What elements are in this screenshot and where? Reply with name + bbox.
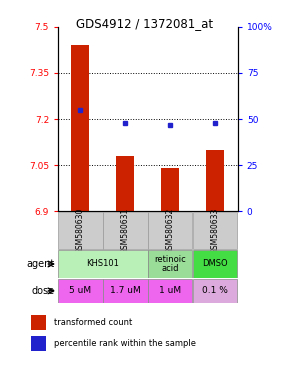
Bar xyxy=(31,336,46,351)
Text: GSM580632: GSM580632 xyxy=(166,207,175,253)
Text: DMSO: DMSO xyxy=(202,260,228,268)
Text: dose: dose xyxy=(32,286,55,296)
Bar xyxy=(148,279,193,303)
Bar xyxy=(71,45,89,211)
Bar xyxy=(193,279,238,303)
Bar xyxy=(206,150,224,211)
Text: 5 uM: 5 uM xyxy=(69,286,92,295)
Text: GDS4912 / 1372081_at: GDS4912 / 1372081_at xyxy=(77,17,213,30)
Bar xyxy=(103,212,148,249)
Text: 1.7 uM: 1.7 uM xyxy=(110,286,141,295)
Bar xyxy=(148,250,193,278)
Bar xyxy=(193,250,238,278)
Text: percentile rank within the sample: percentile rank within the sample xyxy=(54,339,196,349)
Bar xyxy=(58,279,103,303)
Text: GSM580633: GSM580633 xyxy=(211,207,220,253)
Text: transformed count: transformed count xyxy=(54,318,132,328)
Text: retinoic
acid: retinoic acid xyxy=(155,255,186,273)
Bar xyxy=(58,250,148,278)
Text: 0.1 %: 0.1 % xyxy=(202,286,228,295)
Text: 1 uM: 1 uM xyxy=(159,286,182,295)
Text: KHS101: KHS101 xyxy=(86,260,119,268)
Text: GSM580630: GSM580630 xyxy=(76,207,85,253)
Text: agent: agent xyxy=(27,259,55,269)
Bar xyxy=(31,315,46,330)
Bar xyxy=(116,156,134,211)
Bar xyxy=(103,279,148,303)
Text: GSM580631: GSM580631 xyxy=(121,207,130,253)
Bar xyxy=(58,212,103,249)
Bar xyxy=(193,212,238,249)
Bar xyxy=(161,168,179,211)
Bar xyxy=(148,212,193,249)
